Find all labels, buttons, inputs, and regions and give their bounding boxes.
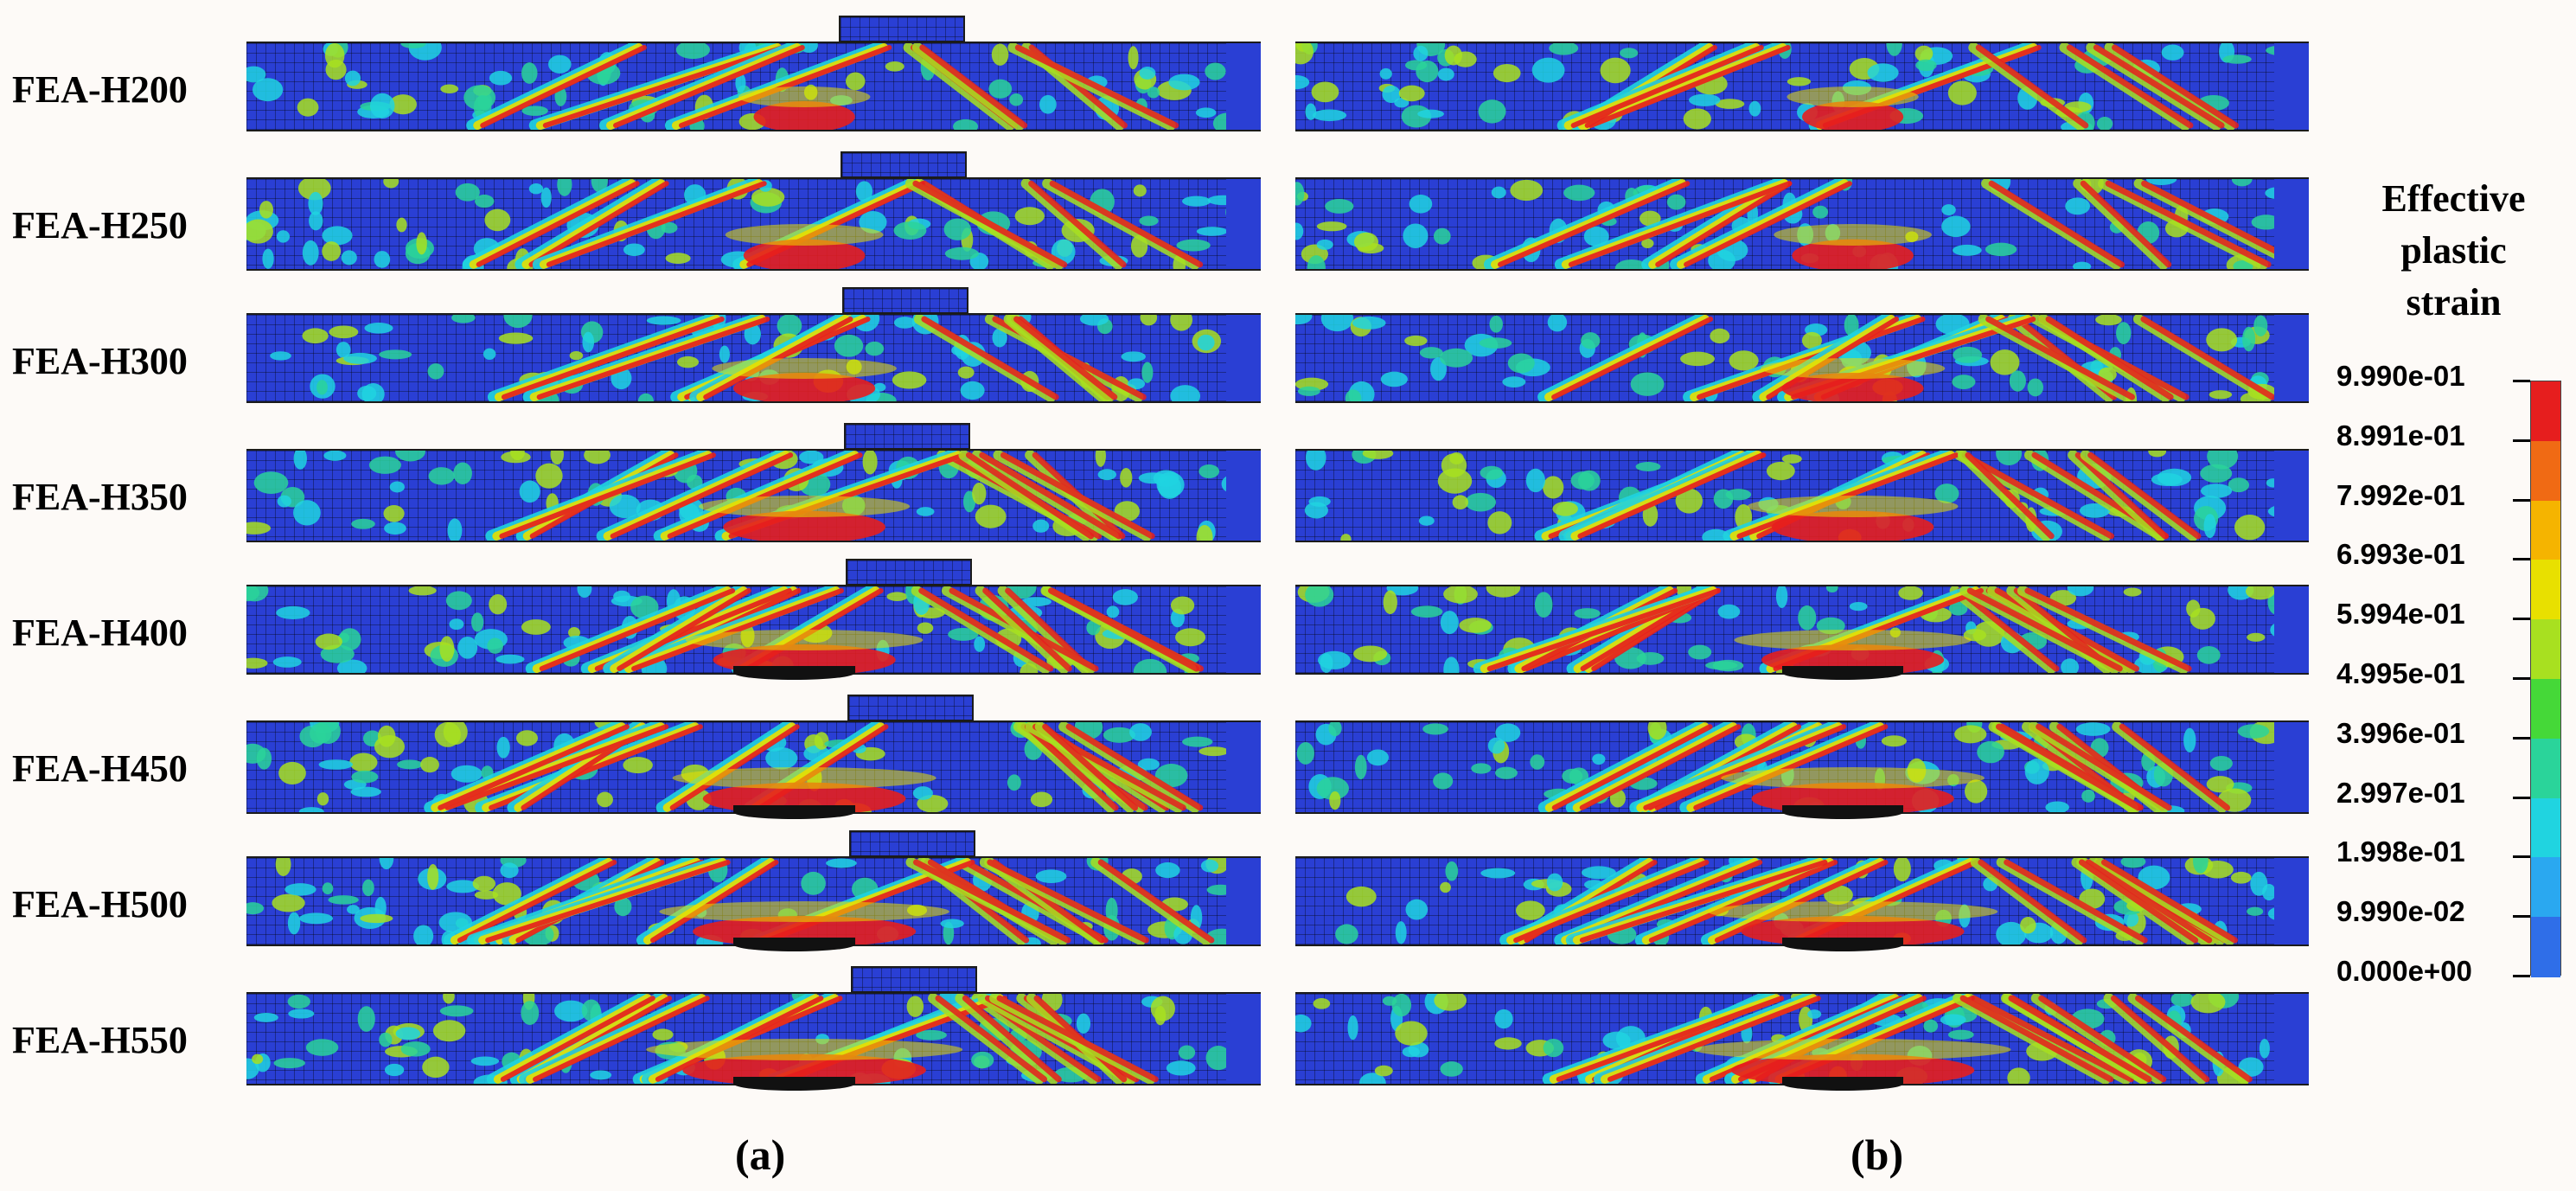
loading-plate — [846, 559, 972, 586]
beam-contour-b — [1295, 177, 2309, 271]
legend-color-segment — [2531, 797, 2560, 859]
legend-value-label: 6.993e-01 — [2336, 538, 2465, 571]
loading-plate — [844, 423, 970, 450]
legend-title-line-1: Effective — [2381, 177, 2526, 220]
beam-contour-a — [246, 992, 1261, 1085]
legend-tick — [2513, 855, 2530, 859]
legend-tick — [2513, 439, 2530, 442]
legend-value-label: 3.996e-01 — [2336, 716, 2465, 749]
legend-color-segment — [2531, 619, 2560, 680]
beam-deflection-shadow — [733, 805, 855, 819]
beam-contour-b — [1295, 585, 2309, 675]
row-label: FEA-H400 — [12, 612, 188, 654]
beam-contour-a — [246, 177, 1261, 271]
beam-contour-a — [246, 313, 1261, 403]
loading-plate — [849, 830, 975, 857]
row-label: FEA-H200 — [12, 68, 188, 111]
legend-value-label: 5.994e-01 — [2336, 598, 2465, 631]
beam-contour-b — [1295, 720, 2309, 814]
beam-contour-b — [1295, 856, 2309, 946]
panel-label-a: (a) — [735, 1130, 786, 1179]
legend-color-segment — [2531, 679, 2560, 740]
beam-deflection-shadow — [1781, 805, 1904, 819]
legend-title: Effective plastic strain — [2339, 173, 2568, 329]
legend-color-segment — [2531, 560, 2560, 621]
legend-color-segment — [2531, 738, 2560, 799]
beam-contour-a — [246, 856, 1261, 946]
beam-deflection-shadow — [1781, 666, 1904, 680]
loading-plate — [839, 16, 965, 42]
row-label: FEA-H550 — [12, 1019, 188, 1061]
legend-value-label: 9.990e-01 — [2336, 360, 2465, 392]
loading-plate — [842, 287, 968, 314]
beam-deflection-shadow — [1781, 1077, 1904, 1091]
legend-value-label: 2.997e-01 — [2336, 776, 2465, 809]
panel-label-b: (b) — [1851, 1130, 1904, 1179]
legend-value-label: 1.998e-01 — [2336, 836, 2465, 868]
row-label: FEA-H250 — [12, 204, 188, 247]
legend-value-label: 0.000e+00 — [2336, 955, 2472, 987]
row-label: FEA-H350 — [12, 476, 188, 518]
legend-tick — [2513, 618, 2530, 621]
legend-tick — [2513, 558, 2530, 561]
legend-color-segment — [2531, 500, 2560, 561]
legend-title-line-2: plastic — [2400, 229, 2507, 272]
row-label: FEA-H500 — [12, 883, 188, 925]
row-label: FEA-H450 — [12, 747, 188, 790]
beam-contour-a — [246, 42, 1261, 131]
beam-contour-b — [1295, 449, 2309, 542]
legend-color-segment — [2531, 917, 2560, 977]
legend-title-line-3: strain — [2406, 281, 2502, 323]
loading-plate — [847, 695, 974, 721]
legend-color-segment — [2531, 381, 2560, 442]
loading-plate — [851, 966, 977, 993]
legend-tick — [2513, 498, 2530, 502]
legend-tick — [2513, 915, 2530, 919]
legend-value-label: 8.991e-01 — [2336, 419, 2465, 451]
loading-plate — [841, 151, 967, 178]
legend-tick — [2513, 796, 2530, 799]
legend-tick — [2513, 380, 2530, 382]
beam-contour-a — [246, 449, 1261, 542]
beam-contour-b — [1295, 313, 2309, 403]
beam-deflection-shadow — [733, 666, 855, 680]
legend-color-segment — [2531, 857, 2560, 919]
beam-deflection-shadow — [733, 1077, 855, 1091]
legend-tick — [2513, 736, 2530, 740]
legend-value-label: 9.990e-02 — [2336, 895, 2465, 928]
legend-value-label: 4.995e-01 — [2336, 657, 2465, 689]
legend-color-bar — [2530, 381, 2561, 977]
beam-deflection-shadow — [733, 938, 855, 951]
beam-contour-a — [246, 585, 1261, 675]
beam-contour-b — [1295, 42, 2309, 131]
legend-tick — [2513, 975, 2530, 977]
beam-contour-a — [246, 720, 1261, 814]
legend-color-segment — [2531, 440, 2560, 502]
row-label: FEA-H300 — [12, 340, 188, 382]
legend-tick — [2513, 677, 2530, 680]
beam-contour-b — [1295, 992, 2309, 1085]
legend-value-label: 7.992e-01 — [2336, 478, 2465, 511]
beam-deflection-shadow — [1781, 938, 1904, 951]
